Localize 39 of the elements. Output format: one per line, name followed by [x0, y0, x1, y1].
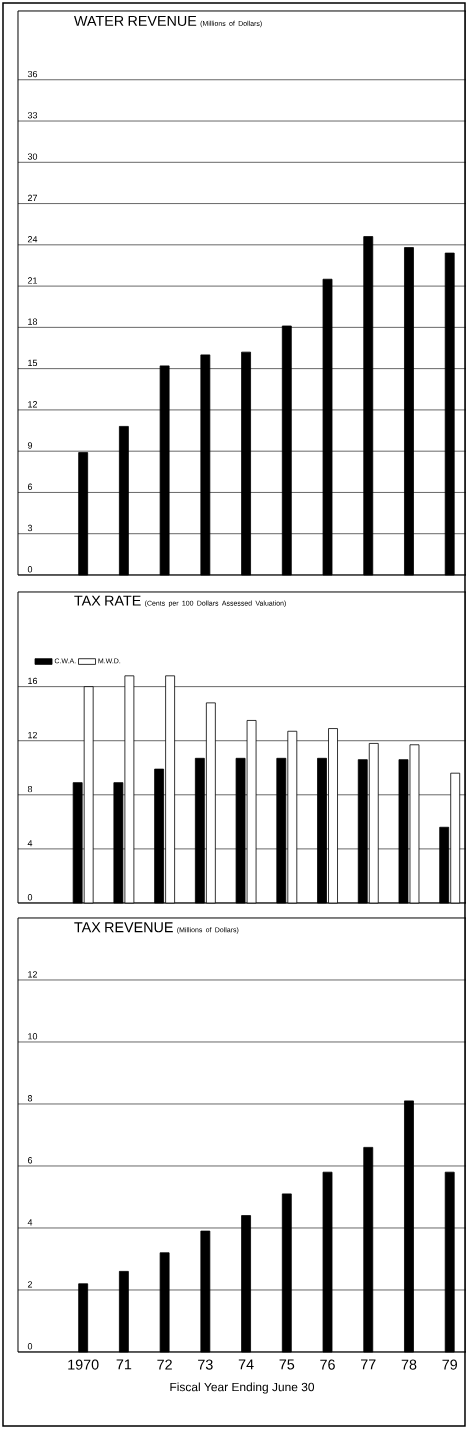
y-tick-label: 15	[28, 359, 38, 367]
x-tick-label: 71	[116, 1359, 132, 1370]
chart-title: TAX REVENUE	[74, 922, 173, 933]
chart-title: TAX RATE	[74, 595, 141, 606]
x-tick-label: 77	[361, 1359, 376, 1370]
chart-title: WATER REVENUE	[74, 15, 197, 27]
x-tick-label: 72	[157, 1359, 172, 1370]
y-tick-label: 0	[27, 566, 33, 573]
y-tick-label: 6	[27, 483, 33, 490]
y-tick-label: 33	[27, 112, 38, 119]
y-tick-label: 8	[27, 1095, 33, 1102]
y-tick-label: 4	[27, 1219, 33, 1226]
x-tick-label: 74	[238, 1359, 254, 1370]
y-tick-label: 30	[27, 153, 38, 160]
y-tick-label: 8	[27, 785, 33, 793]
x-tick-label: 79	[442, 1359, 457, 1370]
y-tick-label: 4	[27, 840, 33, 847]
y-tick-label: 9	[27, 442, 33, 449]
y-tick-label: 12	[28, 731, 38, 739]
x-tick-label: 73	[198, 1359, 213, 1370]
x-tick-label: 75	[279, 1359, 295, 1370]
y-tick-label: 6	[27, 1157, 33, 1164]
y-tick-label: 10	[28, 1033, 38, 1040]
y-tick-label: 3	[27, 524, 33, 532]
y-tick-label: 2	[27, 1281, 33, 1288]
y-tick-label: 21	[27, 277, 38, 284]
y-tick-label: 0	[27, 1343, 33, 1350]
x-axis-title: Fiscal Year Ending June 30	[170, 1382, 315, 1394]
x-tick-label: 78	[401, 1359, 417, 1370]
y-tick-label: 36	[27, 70, 38, 78]
y-tick-label: 27	[27, 194, 38, 202]
y-tick-label: 0	[27, 894, 33, 901]
y-tick-label: 16	[28, 677, 38, 685]
y-tick-label: 12	[28, 401, 38, 408]
x-tick-label: 76	[320, 1359, 335, 1370]
y-tick-label: 12	[28, 971, 38, 978]
x-tick-label: 1970	[68, 1359, 99, 1370]
y-tick-label: 24	[27, 236, 38, 243]
y-tick-label: 18	[28, 318, 38, 325]
